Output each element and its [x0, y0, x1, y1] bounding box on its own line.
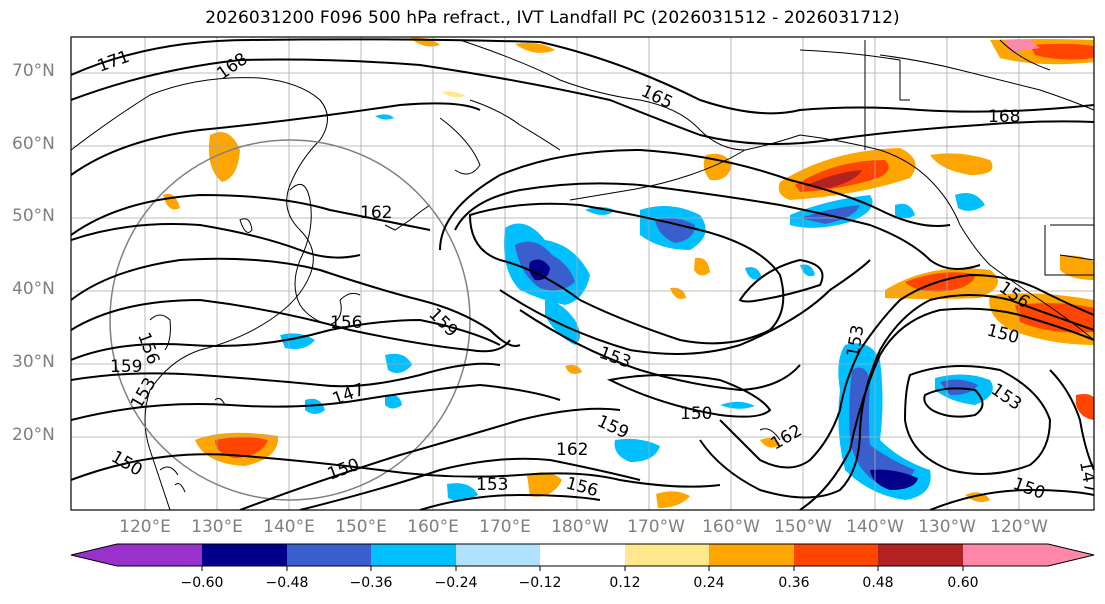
map-frame: [70, 36, 1095, 511]
contour-label: 150: [680, 404, 712, 424]
lon-label: 140°W: [846, 517, 904, 537]
contour-label: 147: [1075, 459, 1100, 494]
shade-negative: [800, 205, 860, 224]
lon-label: 150°E: [335, 517, 387, 537]
lon-label: 150°W: [774, 517, 832, 537]
lon-label: 180°W: [551, 517, 609, 537]
colorbar-tick-label: 0.24: [693, 575, 725, 591]
refractivity-contours: [71, 38, 1094, 510]
radius-circle: [109, 139, 471, 501]
shade-negative: [385, 353, 412, 374]
shade-positive: [670, 287, 686, 299]
shade-positive: [1015, 303, 1094, 333]
colorbar-tick-label: −0.12: [518, 575, 562, 591]
colorbar-segment: [117, 544, 202, 566]
shade-positive: [515, 42, 555, 53]
shade-negative: [385, 394, 402, 409]
colorbar-segment: [202, 544, 287, 566]
shade-positive: [656, 491, 690, 508]
colorbar-tick-label: −0.60: [180, 575, 224, 591]
shade-negative: [655, 217, 695, 243]
shade-positive: [805, 170, 862, 188]
shade-negative: [955, 192, 985, 211]
colorbar-tick-label: −0.48: [265, 575, 309, 591]
lon-label: 160°W: [702, 517, 760, 537]
gridlines: [71, 37, 1094, 510]
contour-label: 162: [360, 203, 392, 223]
lon-label: 170°W: [627, 517, 685, 537]
lon-label: 120°E: [119, 517, 171, 537]
lat-label: 30°N: [12, 352, 55, 372]
shade-negative: [720, 401, 755, 409]
colorbar-extend-max: [1048, 544, 1094, 566]
lat-label: 40°N: [12, 279, 55, 299]
lat-label: 20°N: [12, 425, 55, 445]
shade-positive: [1060, 255, 1094, 280]
colorbar-extend-min: [71, 544, 117, 566]
lon-label: 120°W: [990, 517, 1048, 537]
contour-label: 153: [476, 475, 508, 495]
shade-negative: [940, 379, 978, 396]
shade-positive: [930, 153, 993, 175]
contour-label: 162: [556, 440, 588, 460]
colorbar-segment: [287, 544, 371, 566]
colorbar-segment: [709, 544, 794, 566]
contour-label: 156: [330, 313, 362, 333]
shade-positive: [760, 437, 780, 448]
shade-negative: [870, 469, 918, 490]
shade-positive: [442, 91, 466, 98]
contour-label: 168: [988, 107, 1020, 127]
lon-label: 170°E: [479, 517, 531, 537]
shade-negative: [375, 114, 394, 120]
colorbar-tick-label: −0.36: [349, 575, 393, 591]
chart-title: 2026031200 F096 500 hPa refract., IVT La…: [205, 8, 900, 28]
lat-label: 70°N: [12, 61, 55, 81]
shade-positive: [1076, 394, 1094, 420]
shade-negative: [545, 300, 580, 345]
contour-label: 159: [110, 357, 142, 377]
shade-positive: [694, 257, 710, 276]
shade-positive: [565, 364, 582, 374]
shade-positive: [1030, 43, 1094, 60]
lat-label: 60°N: [12, 134, 55, 154]
shade-negative: [895, 203, 915, 219]
colorbar-segment: [963, 544, 1048, 566]
shade-negative: [447, 483, 478, 501]
shade-negative: [305, 398, 325, 414]
colorbar-tick-label: 0.36: [778, 575, 810, 591]
colorbar-segment: [878, 544, 963, 566]
shade-negative: [529, 259, 550, 281]
lon-label: 140°E: [263, 517, 315, 537]
lat-label: 50°N: [12, 206, 55, 226]
colorbar-segment: [540, 544, 625, 566]
shade-negative: [800, 264, 815, 277]
lon-label: 130°W: [918, 517, 976, 537]
colorbar-segment: [456, 544, 540, 566]
shade-positive: [1005, 40, 1040, 52]
colorbar-segment: [625, 544, 709, 566]
lon-label: 130°E: [191, 517, 243, 537]
colorbar-tick-label: −0.24: [434, 575, 478, 591]
colorbar-tick-label: 0.48: [862, 575, 894, 591]
colorbar-segment: [371, 544, 456, 566]
coastlines: [71, 39, 1094, 510]
islands: [159, 204, 781, 493]
colorbar-tick-label: 0.12: [609, 575, 641, 591]
shade-positive: [527, 472, 562, 497]
colorbar-tick-label: 0.60: [947, 575, 979, 591]
colorbar: [70, 543, 1095, 571]
shade-negative: [745, 267, 762, 280]
shade-positive: [215, 437, 268, 458]
lon-label: 160°E: [407, 517, 459, 537]
colorbar-segment: [794, 544, 878, 566]
shade-negative: [849, 367, 915, 486]
